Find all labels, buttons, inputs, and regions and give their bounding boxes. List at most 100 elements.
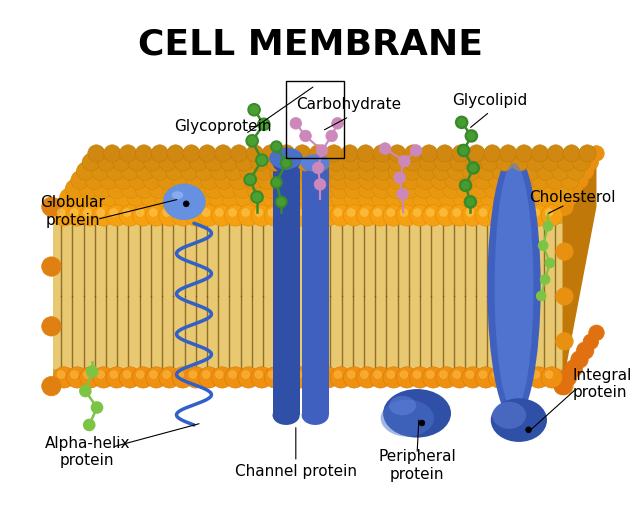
- Circle shape: [394, 172, 405, 183]
- Circle shape: [123, 208, 131, 216]
- Circle shape: [413, 371, 421, 379]
- Circle shape: [456, 180, 476, 198]
- Circle shape: [515, 205, 536, 226]
- Circle shape: [418, 162, 436, 180]
- Circle shape: [388, 145, 406, 162]
- Circle shape: [515, 367, 536, 388]
- Circle shape: [552, 162, 570, 180]
- Circle shape: [106, 162, 124, 180]
- Circle shape: [431, 171, 449, 190]
- Circle shape: [304, 205, 325, 226]
- Circle shape: [282, 371, 289, 379]
- Ellipse shape: [467, 132, 476, 140]
- Circle shape: [334, 371, 342, 379]
- Circle shape: [183, 145, 200, 162]
- Ellipse shape: [282, 159, 291, 167]
- Circle shape: [388, 153, 406, 171]
- Circle shape: [563, 145, 580, 162]
- Circle shape: [198, 367, 220, 388]
- Ellipse shape: [460, 146, 468, 155]
- Circle shape: [423, 196, 444, 217]
- Circle shape: [559, 189, 577, 206]
- Circle shape: [383, 367, 404, 388]
- Ellipse shape: [383, 389, 451, 437]
- Circle shape: [556, 243, 573, 260]
- Circle shape: [433, 162, 451, 180]
- Circle shape: [135, 145, 152, 162]
- Circle shape: [401, 180, 420, 198]
- Circle shape: [537, 162, 555, 180]
- Circle shape: [542, 153, 560, 171]
- Circle shape: [413, 208, 421, 216]
- Circle shape: [262, 145, 279, 162]
- Circle shape: [275, 180, 294, 198]
- Circle shape: [422, 367, 444, 388]
- Circle shape: [157, 171, 176, 190]
- Polygon shape: [273, 163, 300, 415]
- Circle shape: [220, 153, 238, 171]
- Circle shape: [107, 196, 127, 217]
- Circle shape: [556, 377, 573, 395]
- Ellipse shape: [536, 291, 547, 301]
- Ellipse shape: [272, 142, 281, 151]
- Circle shape: [114, 171, 132, 190]
- Ellipse shape: [538, 240, 548, 251]
- Circle shape: [589, 325, 604, 341]
- Circle shape: [402, 171, 420, 190]
- Text: Integral
protein: Integral protein: [572, 368, 632, 401]
- Circle shape: [236, 188, 255, 208]
- Circle shape: [321, 208, 329, 216]
- Circle shape: [287, 171, 305, 190]
- Circle shape: [244, 171, 262, 190]
- Circle shape: [255, 208, 263, 216]
- Ellipse shape: [301, 153, 329, 173]
- Circle shape: [212, 367, 233, 388]
- Circle shape: [511, 153, 529, 171]
- Circle shape: [326, 130, 337, 142]
- Circle shape: [80, 205, 101, 226]
- Circle shape: [452, 208, 461, 216]
- Circle shape: [477, 162, 495, 180]
- Circle shape: [518, 371, 527, 379]
- Circle shape: [159, 196, 180, 217]
- Circle shape: [177, 180, 196, 198]
- Circle shape: [331, 180, 350, 198]
- Circle shape: [289, 180, 308, 198]
- Circle shape: [506, 371, 513, 379]
- Circle shape: [529, 196, 549, 217]
- Circle shape: [344, 205, 365, 226]
- Circle shape: [97, 208, 104, 216]
- Circle shape: [358, 162, 377, 180]
- Circle shape: [136, 208, 144, 216]
- Ellipse shape: [465, 129, 478, 143]
- Circle shape: [466, 208, 474, 216]
- Circle shape: [517, 171, 536, 190]
- Ellipse shape: [273, 405, 300, 425]
- Circle shape: [420, 145, 438, 162]
- Circle shape: [492, 371, 500, 379]
- Circle shape: [344, 188, 364, 208]
- Circle shape: [442, 180, 461, 198]
- Circle shape: [172, 205, 193, 226]
- Ellipse shape: [491, 398, 547, 442]
- Circle shape: [269, 162, 288, 180]
- Circle shape: [268, 371, 276, 379]
- Circle shape: [506, 208, 513, 216]
- Circle shape: [225, 162, 243, 180]
- Circle shape: [60, 188, 79, 208]
- Circle shape: [387, 180, 406, 198]
- Circle shape: [547, 145, 564, 162]
- Circle shape: [200, 171, 219, 190]
- Circle shape: [474, 171, 493, 190]
- Circle shape: [416, 171, 435, 190]
- Circle shape: [67, 367, 88, 388]
- Ellipse shape: [243, 173, 257, 186]
- Circle shape: [222, 188, 242, 208]
- Circle shape: [440, 371, 447, 379]
- Circle shape: [273, 171, 291, 190]
- Circle shape: [447, 162, 466, 180]
- Circle shape: [230, 145, 248, 162]
- Circle shape: [496, 153, 514, 171]
- Circle shape: [258, 171, 276, 190]
- Circle shape: [251, 367, 273, 388]
